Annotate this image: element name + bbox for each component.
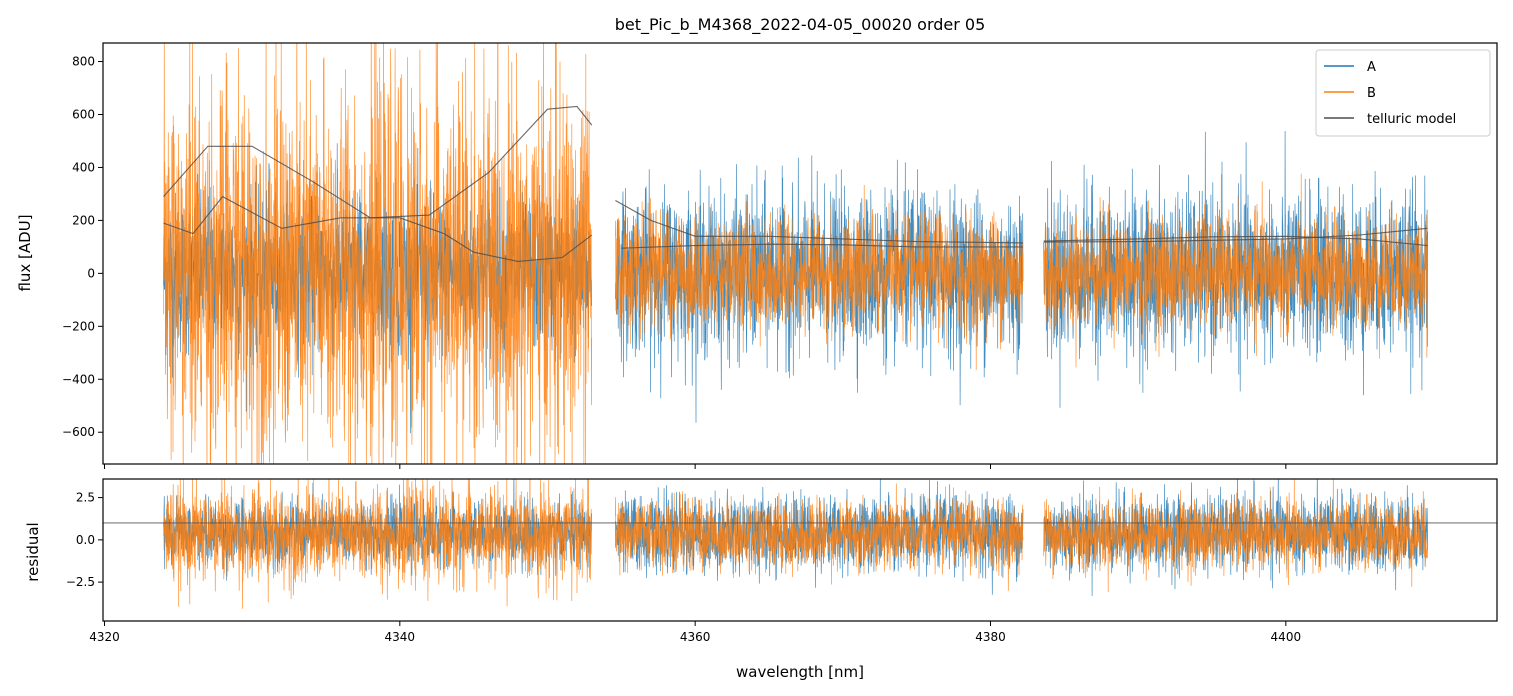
chart-title: bet_Pic_b_M4368_2022-04-05_00020 order 0… xyxy=(615,15,986,35)
flux-axes-frame xyxy=(102,42,1498,465)
x-tick-label: 4400 xyxy=(1271,630,1302,644)
y-tick-label: 200 xyxy=(72,213,95,227)
telluric-model-curve xyxy=(1043,227,1428,243)
telluric-model-curve xyxy=(615,200,1024,244)
telluric-model-curve xyxy=(163,195,593,262)
legend-box xyxy=(1315,49,1491,137)
y-tick-label: 400 xyxy=(72,160,95,174)
x-tick-label: 4340 xyxy=(385,630,416,644)
residual-x-ticks: 4320 4340 4360 4380 4400 xyxy=(89,621,1301,644)
residual-y-ticks: 2.5 0.0 −2.5 xyxy=(66,491,103,589)
telluric-model-curve xyxy=(163,105,593,219)
y-tick-label: 2.5 xyxy=(76,491,95,505)
flux-panel: 800 600 400 200 0 −200 −400 −600 flux [ADU] A B… xyxy=(16,42,1498,469)
residual-panel: 2.5 0.0 −2.5 4320 4340 4360 4380 4400 residual… xyxy=(24,478,1498,681)
y-tick-label: −600 xyxy=(62,425,95,439)
x-axis-label: wavelength [nm] xyxy=(736,663,864,681)
y-tick-label: −200 xyxy=(62,319,95,333)
legend: A B telluric model xyxy=(1315,49,1491,137)
residual-series-b xyxy=(163,479,1428,609)
flux-plot-area xyxy=(163,43,1428,464)
y-tick-label: −400 xyxy=(62,372,95,386)
y-tick-label: 800 xyxy=(72,55,95,69)
residual-plot-area xyxy=(103,479,1497,609)
flux-y-label: flux [ADU] xyxy=(16,214,34,291)
residual-axes-frame xyxy=(102,478,1498,622)
flux-series-b xyxy=(163,43,1428,464)
x-tick-label: 4360 xyxy=(680,630,711,644)
residual-y-label: residual xyxy=(24,522,42,581)
flux-y-ticks: 800 600 400 200 0 −200 −400 −600 xyxy=(62,55,103,439)
telluric-model-curve xyxy=(621,243,1023,249)
y-tick-label: 0 xyxy=(87,266,95,280)
flux-x-ticks xyxy=(103,464,1287,469)
y-tick-label: 0.0 xyxy=(76,533,95,547)
legend-label-a: A xyxy=(1367,60,1376,75)
y-tick-label: −2.5 xyxy=(66,575,95,589)
x-tick-label: 4320 xyxy=(89,630,120,644)
x-tick-label: 4380 xyxy=(975,630,1006,644)
telluric-model-curve xyxy=(1043,235,1428,247)
legend-label-b: B xyxy=(1367,86,1376,101)
legend-label-telluric: telluric model xyxy=(1367,112,1456,127)
y-tick-label: 600 xyxy=(72,107,95,121)
